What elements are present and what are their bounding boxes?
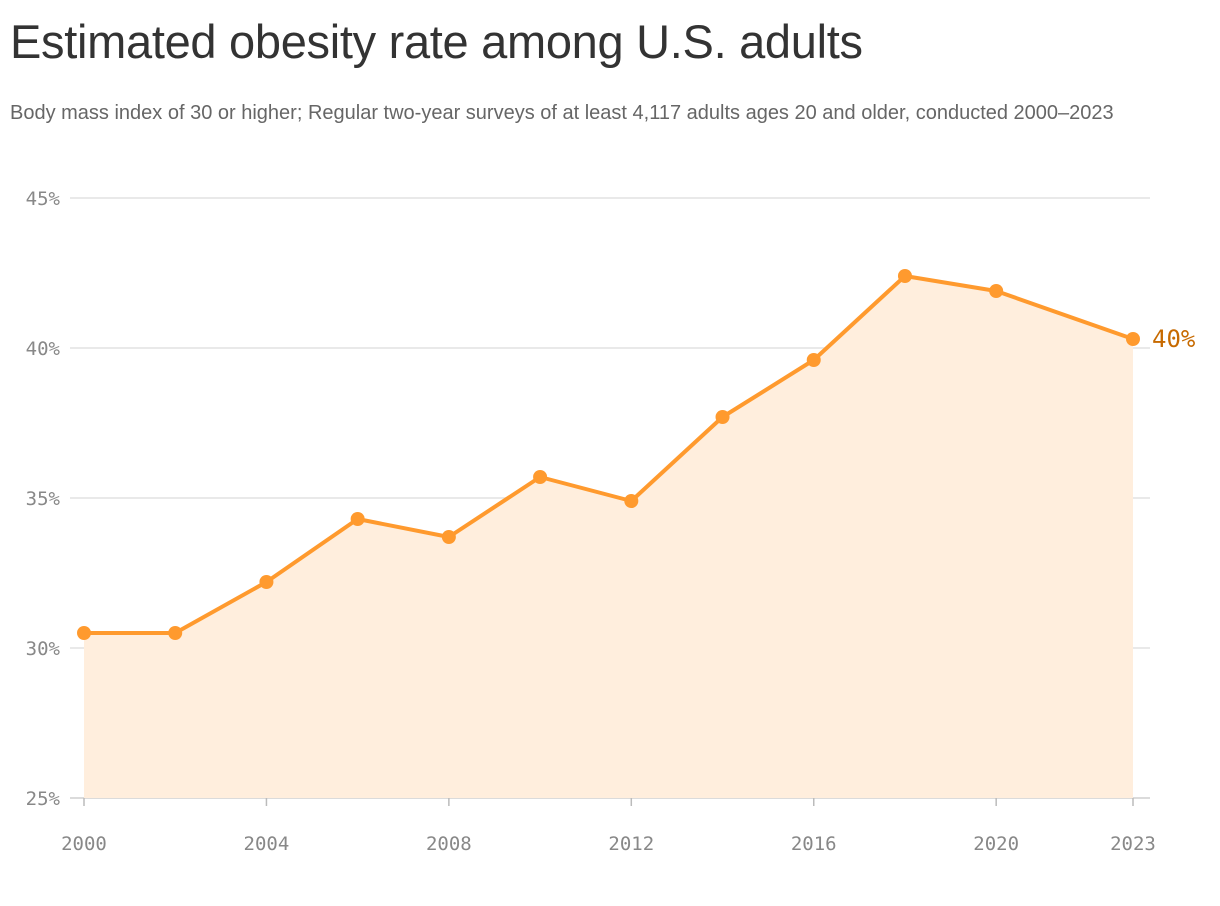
x-tick-label: 2012 — [608, 833, 654, 855]
data-point — [441, 530, 456, 544]
chart-subtitle: Body mass index of 30 or higher; Regular… — [10, 102, 1114, 124]
data-point — [897, 269, 912, 283]
data-point — [533, 470, 548, 484]
x-tick-label: 2020 — [973, 833, 1019, 855]
x-tick-label: 2004 — [244, 833, 290, 855]
x-tick-label: 2016 — [791, 833, 837, 855]
data-point — [715, 410, 730, 424]
area-fill — [84, 276, 1133, 798]
y-tick-label: 45% — [26, 188, 61, 210]
x-tick-label: 2008 — [426, 833, 472, 855]
y-tick-label: 25% — [26, 788, 61, 810]
chart-title: Estimated obesity rate among U.S. adults — [10, 15, 863, 68]
series-line — [84, 274, 1134, 635]
x-tick-label: 2000 — [61, 833, 107, 855]
data-point — [77, 626, 91, 640]
y-tick-label: 40% — [26, 338, 61, 360]
end-value-label: 40% — [1152, 325, 1196, 353]
data-point — [1126, 332, 1140, 346]
y-tick-label: 35% — [26, 488, 61, 510]
x-tick-label: 2023 — [1110, 833, 1156, 855]
data-point — [624, 494, 639, 508]
y-tick-label: 30% — [26, 638, 61, 660]
data-point — [989, 284, 1004, 298]
data-point — [350, 512, 365, 526]
data-point — [168, 626, 183, 640]
data-point — [806, 353, 821, 367]
data-point — [259, 575, 274, 589]
